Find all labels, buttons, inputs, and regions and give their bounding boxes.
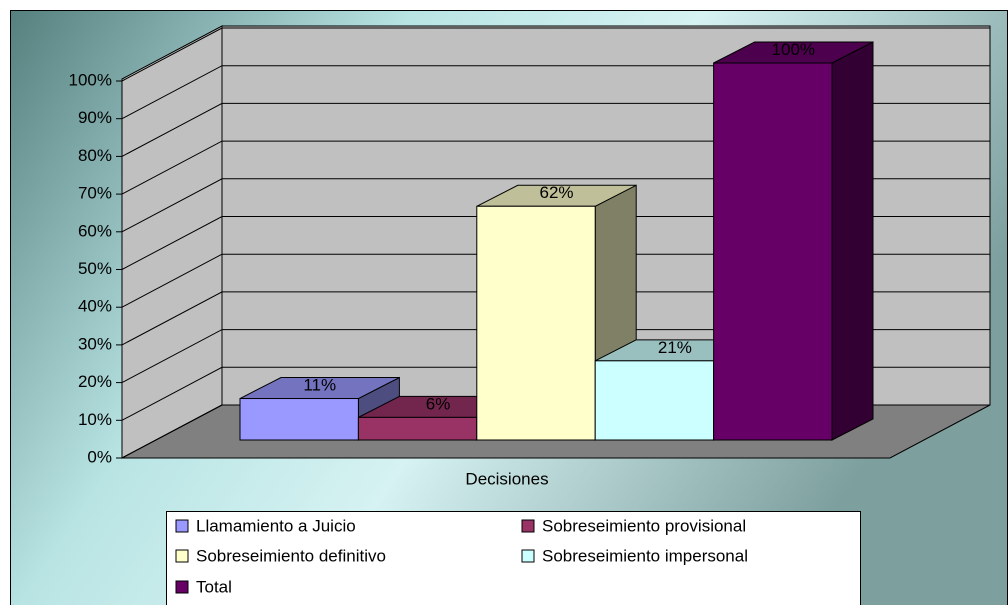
legend-label: Llamamiento a Juicio (196, 516, 356, 535)
data-label: 62% (539, 183, 573, 202)
y-tick-label: 0% (87, 447, 112, 466)
y-tick-label: 90% (78, 108, 112, 127)
legend-swatch (175, 580, 189, 594)
legend-swatch (175, 549, 189, 563)
x-tick-label: Decisiones (465, 469, 548, 488)
legend-label: Sobreseimiento definitivo (196, 546, 386, 565)
bar (239, 398, 359, 441)
y-tick-label: 30% (78, 334, 112, 353)
legend-label: Sobreseimiento impersonal (542, 546, 748, 565)
y-tick-label: 40% (78, 297, 112, 316)
bar (357, 416, 478, 441)
y-tick-label: 100% (69, 70, 112, 89)
data-label: 6% (426, 394, 451, 413)
legend-swatch (175, 519, 189, 533)
data-label: 21% (658, 338, 692, 357)
legend-label: Total (196, 577, 232, 596)
y-tick-label: 80% (78, 146, 112, 165)
bar (594, 360, 715, 441)
side-wall (121, 25, 223, 459)
bar (713, 62, 833, 441)
legend-swatch (521, 519, 535, 533)
data-label: 100% (772, 40, 815, 59)
grid-line (121, 27, 990, 82)
legend-label: Sobreseimiento provisional (542, 516, 746, 535)
y-tick-label: 60% (78, 221, 112, 240)
legend-swatch (521, 549, 535, 563)
legend (166, 511, 861, 605)
y-tick-label: 20% (78, 372, 112, 391)
y-tick-label: 70% (78, 184, 112, 203)
data-label: 11% (303, 376, 336, 395)
bar-side (831, 41, 874, 441)
bar (476, 205, 596, 441)
y-tick-label: 10% (78, 410, 112, 429)
y-tick-label: 50% (78, 259, 112, 278)
